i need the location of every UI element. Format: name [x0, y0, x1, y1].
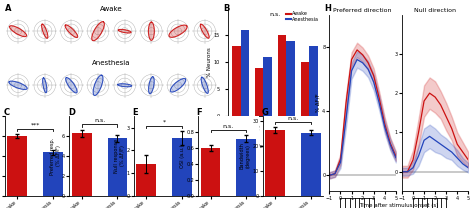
Text: *: * [163, 120, 165, 125]
Polygon shape [66, 78, 77, 93]
Text: H: H [325, 4, 332, 13]
Bar [201, 148, 220, 196]
Polygon shape [65, 25, 78, 37]
Polygon shape [200, 24, 209, 38]
Bar [108, 138, 127, 196]
Bar [301, 132, 320, 196]
Text: E: E [132, 108, 138, 117]
Bar [237, 139, 256, 196]
Text: A: A [5, 4, 11, 13]
Y-axis label: Preferred resp.
(% ΔF/F): Preferred resp. (% ΔF/F) [50, 137, 61, 175]
Y-axis label: % ΔF/F: % ΔF/F [316, 94, 321, 112]
Bar [301, 62, 310, 116]
Polygon shape [93, 75, 103, 95]
Y-axis label: Bandwidth
(degrees): Bandwidth (degrees) [240, 142, 251, 170]
Polygon shape [43, 78, 47, 93]
Polygon shape [118, 29, 131, 33]
Bar [310, 46, 318, 116]
Title: Null direction: Null direction [414, 8, 456, 13]
Text: Time after stimulus onset (s): Time after stimulus onset (s) [359, 203, 438, 208]
Polygon shape [148, 77, 154, 94]
Bar [240, 30, 249, 116]
Polygon shape [9, 81, 27, 89]
Bar [255, 68, 264, 116]
Y-axis label: Null response
(% ΔF/F): Null response (% ΔF/F) [114, 139, 125, 173]
Text: B: B [223, 4, 229, 13]
Text: G: G [261, 108, 268, 117]
Bar [172, 138, 191, 196]
Text: ***: *** [30, 123, 40, 128]
Text: Anesthesia: Anesthesia [92, 60, 131, 66]
Polygon shape [169, 25, 187, 37]
Y-axis label: % Neurons: % Neurons [207, 47, 212, 77]
Polygon shape [201, 77, 208, 93]
Bar [137, 164, 156, 196]
Text: D: D [68, 108, 75, 117]
Bar [232, 46, 240, 116]
Bar [72, 133, 91, 196]
Bar [264, 57, 272, 116]
Text: n.s.: n.s. [94, 119, 105, 124]
Text: C: C [3, 108, 9, 117]
Text: F: F [197, 108, 202, 117]
Bar [286, 41, 295, 116]
Polygon shape [92, 22, 104, 41]
Polygon shape [118, 84, 132, 87]
Y-axis label: OSI (a.u.): OSI (a.u.) [180, 144, 185, 168]
Bar [8, 136, 27, 196]
Text: Awake: Awake [100, 6, 123, 12]
Polygon shape [148, 22, 155, 40]
Text: n.s.: n.s. [223, 124, 234, 129]
Polygon shape [9, 26, 27, 37]
Polygon shape [170, 79, 186, 92]
Bar [265, 130, 285, 196]
Title: Preferred direction: Preferred direction [333, 8, 392, 13]
X-axis label: Preferred direction: Preferred direction [249, 144, 301, 149]
Text: n.s.: n.s. [269, 12, 281, 17]
Bar [43, 152, 63, 196]
Text: n.s.: n.s. [287, 116, 299, 121]
Polygon shape [42, 24, 48, 38]
Bar [278, 35, 286, 116]
Legend: Awake, Anesthesia: Awake, Anesthesia [286, 11, 320, 22]
